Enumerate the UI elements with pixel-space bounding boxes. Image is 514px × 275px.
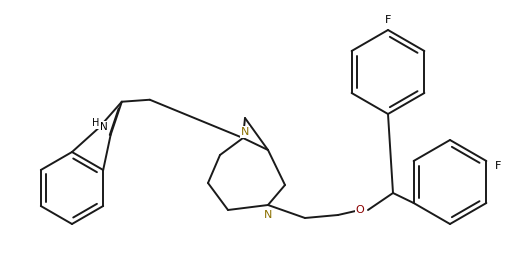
Text: F: F [385,15,391,25]
Text: O: O [356,205,364,215]
Text: F: F [495,161,502,171]
Text: N: N [241,127,249,137]
Text: N: N [100,122,107,132]
Text: N: N [264,210,272,220]
Text: H: H [92,118,99,128]
